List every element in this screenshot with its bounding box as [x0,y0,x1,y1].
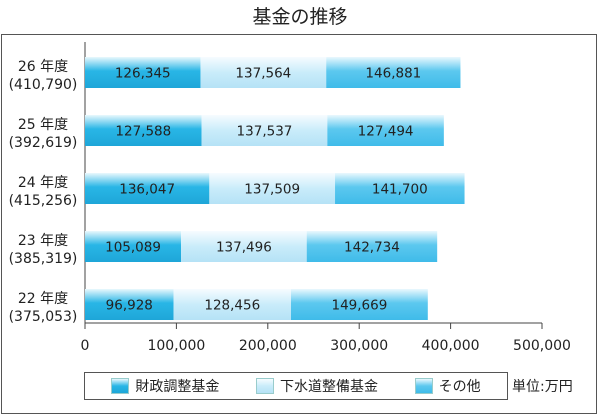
bar-segment [181,231,307,262]
x-tick-label: 500,000 [513,338,571,354]
bar-segment [209,173,336,204]
bar-data-label: 149,669 [331,298,387,314]
legend-label-other: その他 [438,379,481,395]
bar-segment [85,231,182,262]
legend: 財政調整基金 下水道整備基金 その他 [84,372,508,400]
legend-label-fiscal: 財政調整基金 [135,379,220,395]
bar-data-label: 137,509 [244,182,300,198]
bar-data-label: 136,047 [119,182,175,198]
bar-data-label: 137,564 [235,66,291,82]
bar-segment [326,57,461,88]
category-label: 26 年度 [18,59,68,75]
category-total-label: (415,256) [9,193,78,209]
bar-segment [85,115,202,146]
legend-item-fiscal: 財政調整基金 [111,376,219,396]
legend-label-sewer: 下水道整備基金 [279,379,378,395]
bar-data-label: 127,588 [115,124,171,140]
bar-data-label: 142,734 [344,240,400,256]
bar-segment [306,231,438,262]
x-tick-label: 200,000 [239,338,297,354]
x-tick-label: 300,000 [330,338,388,354]
category-total-label: (392,619) [9,135,78,151]
bar-segment [173,289,292,320]
bar-data-label: 126,345 [115,66,171,82]
bar-layer [85,57,465,320]
bar-data-label: 96,928 [106,298,153,314]
category-total-label: (385,319) [9,251,78,267]
legend-swatch-other [414,378,433,394]
bar-segment [291,289,428,320]
bar-data-label: 146,881 [365,66,421,82]
unit-label: 単位:万円 [512,379,573,395]
category-total-label: (410,790) [9,77,78,93]
bar-data-label: 137,496 [216,240,272,256]
bar-data-label: 127,494 [358,124,414,140]
bar-segment [201,115,328,146]
x-tick-label: 400,000 [422,338,480,354]
bar-data-label: 105,089 [105,240,161,256]
legend-swatch-fiscal [111,378,130,394]
bar-segment [335,173,465,204]
category-label: 22 年度 [18,291,68,307]
axis-layer: 0 100,000 200,000 300,000 400,000 500,000 [81,42,571,354]
category-label: 24 年度 [18,175,68,191]
category-total-label: (375,053) [9,309,78,325]
legend-item-sewer: 下水道整備基金 [255,376,378,396]
x-tick-label: 100,000 [147,338,205,354]
bar-data-label: 128,456 [204,298,260,314]
bar-segment [85,173,210,204]
category-label: 23 年度 [18,233,68,249]
legend-swatch-sewer [255,378,274,394]
bar-segment [85,57,201,88]
x-tick-label: 0 [81,338,90,354]
label-layer: 26 年度 (410,790) 126,345 137,564 146,881 25 年度… [9,59,428,325]
bar-segment [327,115,444,146]
bar-segment [200,57,327,88]
legend-item-other: その他 [414,376,481,396]
bar-data-label: 141,700 [372,182,428,198]
bar-segment [85,289,174,320]
chart-title: 基金の推移 [252,6,348,28]
bar-data-label: 137,537 [237,124,293,140]
chart-frame [1,34,597,414]
category-label: 25 年度 [18,117,68,133]
